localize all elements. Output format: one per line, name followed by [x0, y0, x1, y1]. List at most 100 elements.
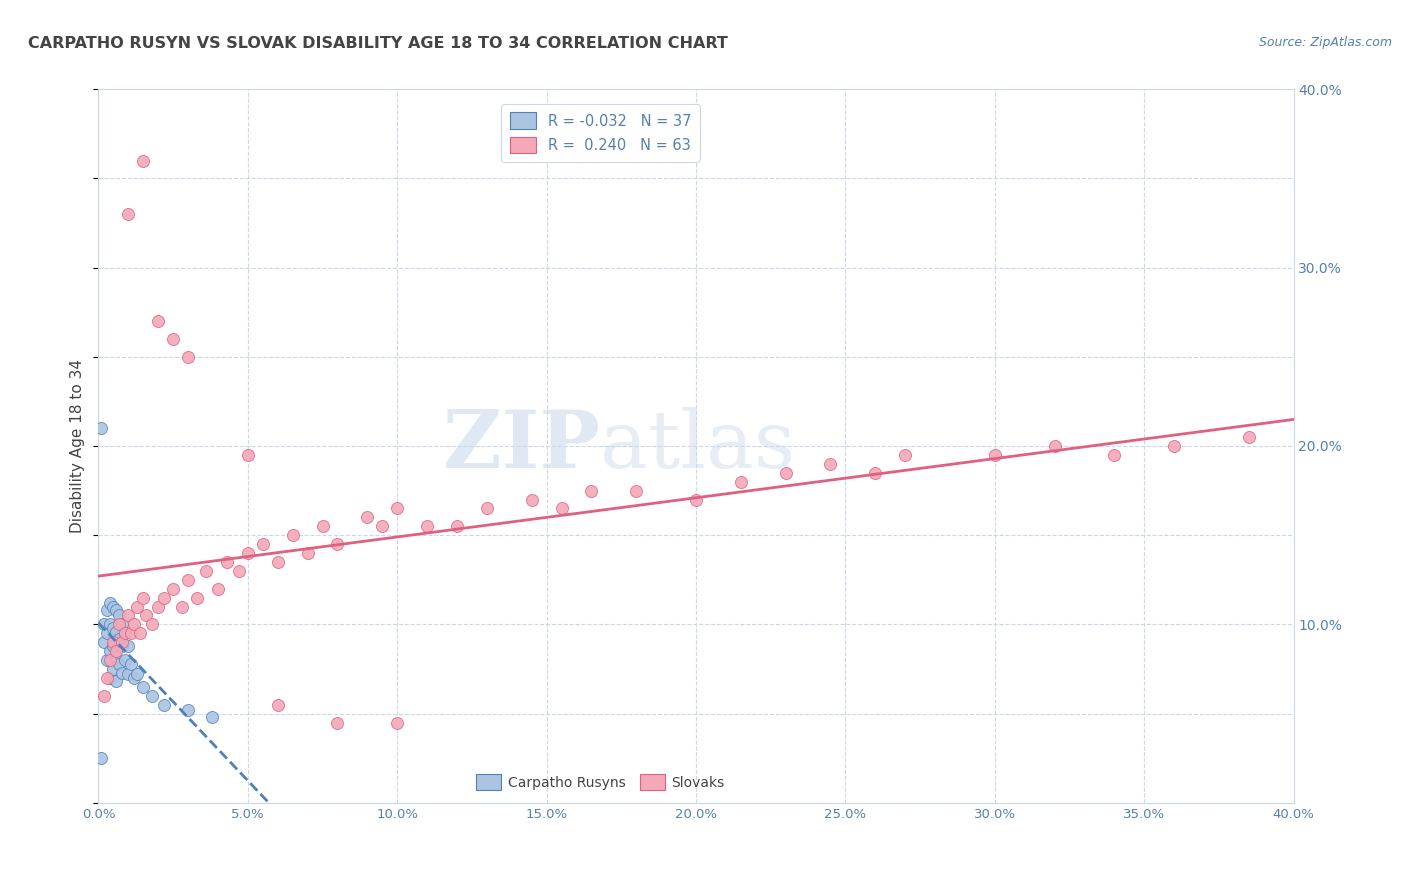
Point [148, 599, 170, 614]
Point [141, 689, 163, 703]
Point [111, 639, 134, 653]
Point [120, 626, 142, 640]
Point [215, 555, 238, 569]
Point [103, 621, 125, 635]
Point [117, 608, 139, 623]
Point [820, 457, 842, 471]
Point [127, 667, 149, 681]
Point [105, 624, 128, 639]
Point [96, 603, 118, 617]
Point [311, 519, 333, 533]
Point [356, 510, 378, 524]
Point [626, 483, 648, 498]
Point [865, 466, 887, 480]
Point [581, 483, 603, 498]
Point [520, 492, 543, 507]
Point [108, 617, 131, 632]
Point [105, 644, 128, 658]
Point [111, 617, 134, 632]
Point [96, 671, 118, 685]
Point [93, 635, 115, 649]
Point [281, 528, 304, 542]
Point [117, 667, 139, 681]
Point [207, 582, 229, 596]
Point [90, 751, 112, 765]
Point [105, 603, 128, 617]
Point [111, 665, 134, 680]
Text: ZIP: ZIP [443, 407, 600, 485]
Point [267, 555, 290, 569]
Point [153, 591, 176, 605]
Point [236, 448, 259, 462]
Point [201, 710, 224, 724]
Text: Source: ZipAtlas.com: Source: ZipAtlas.com [1258, 36, 1392, 49]
Point [446, 519, 468, 533]
Point [385, 501, 409, 516]
Point [252, 537, 274, 551]
Point [98, 644, 122, 658]
Point [1104, 448, 1126, 462]
Point [1163, 439, 1185, 453]
Point [550, 501, 572, 516]
Point [1043, 439, 1066, 453]
Point [96, 653, 118, 667]
Point [326, 715, 349, 730]
Point [172, 599, 194, 614]
Point [416, 519, 439, 533]
Text: CARPATHO RUSYN VS SLOVAK DISABILITY AGE 18 TO 34 CORRELATION CHART: CARPATHO RUSYN VS SLOVAK DISABILITY AGE … [28, 36, 728, 51]
Point [105, 649, 128, 664]
Point [108, 608, 131, 623]
Text: atlas: atlas [600, 407, 796, 485]
Point [228, 564, 250, 578]
Point [475, 501, 498, 516]
Point [186, 591, 208, 605]
Point [93, 689, 115, 703]
Point [90, 421, 112, 435]
Point [96, 626, 118, 640]
Point [326, 537, 349, 551]
Point [98, 653, 122, 667]
Point [195, 564, 218, 578]
Point [135, 608, 157, 623]
Point [775, 466, 797, 480]
Point [162, 582, 184, 596]
Point [98, 617, 122, 632]
Point [132, 591, 155, 605]
Point [103, 662, 125, 676]
Point [730, 475, 752, 489]
Point [105, 674, 128, 689]
Point [117, 207, 139, 221]
Point [103, 639, 125, 653]
Point [984, 448, 1007, 462]
Point [132, 153, 155, 168]
Point [177, 573, 200, 587]
Point [103, 635, 125, 649]
Point [894, 448, 917, 462]
Point [114, 626, 136, 640]
Y-axis label: Disability Age 18 to 34: Disability Age 18 to 34 [70, 359, 86, 533]
Point [124, 617, 146, 632]
Point [98, 671, 122, 685]
Point [103, 599, 125, 614]
Legend: Carpatho Rusyns, Slovaks: Carpatho Rusyns, Slovaks [471, 769, 730, 796]
Point [267, 698, 290, 712]
Point [120, 657, 142, 671]
Point [385, 715, 409, 730]
Point [148, 314, 170, 328]
Point [141, 617, 163, 632]
Point [1237, 430, 1260, 444]
Point [236, 546, 259, 560]
Point [114, 626, 136, 640]
Point [111, 635, 134, 649]
Point [127, 599, 149, 614]
Point [98, 596, 122, 610]
Point [177, 350, 200, 364]
Point [132, 680, 155, 694]
Point [93, 617, 115, 632]
Point [114, 653, 136, 667]
Point [371, 519, 394, 533]
Point [153, 698, 176, 712]
Point [108, 632, 131, 646]
Point [162, 332, 184, 346]
Point [297, 546, 319, 560]
